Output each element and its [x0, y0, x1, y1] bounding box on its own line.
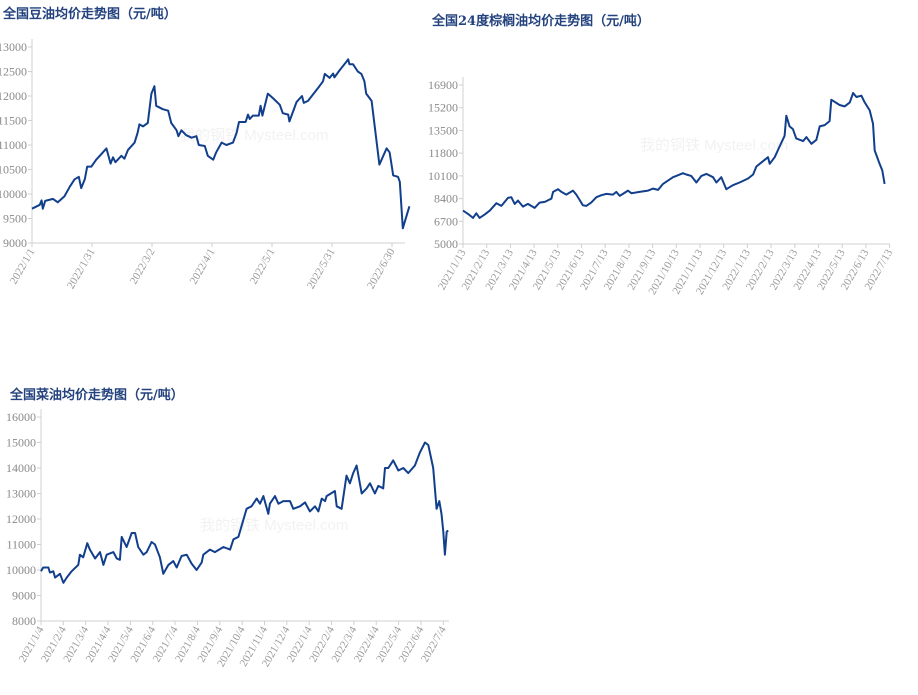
x-tick-label: 2022/4/1 — [188, 247, 218, 287]
y-tick-label: 11000 — [0, 138, 27, 152]
y-tick-label: 12000 — [0, 89, 27, 103]
y-tick-label: 10000 — [6, 563, 36, 577]
y-tick-label: 9500 — [3, 212, 27, 226]
x-tick-label: 2022/5/1 — [248, 247, 278, 287]
y-tick-label: 10500 — [0, 163, 27, 177]
y-tick-label: 13000 — [0, 40, 27, 54]
palm-oil-chart: 我的钢铁 Mysteel.com 5000 6700 8400 10100 11800 13… — [428, 77, 895, 297]
y-tick-label: 9000 — [3, 236, 27, 250]
y-tick-label: 9000 — [12, 589, 36, 603]
x-tick-label: 2022/5/31 — [305, 247, 338, 292]
x-tick-label: 2022/1/1 — [8, 247, 38, 287]
x-tick-label: 2022/3/2 — [128, 247, 158, 287]
series-line-soybean-oil — [31, 58, 411, 230]
y-tick-label: 13500 — [428, 123, 458, 137]
y-tick-label: 11800 — [428, 146, 458, 160]
watermark: 我的钢铁 Mysteel.com — [200, 517, 348, 534]
watermark: 我的钢铁 Mysteel.com — [180, 127, 328, 144]
y-tick-label: 10000 — [0, 187, 27, 201]
palm-oil-chart-title: 全国24度棕榈油均价走势图（元/吨） — [431, 13, 650, 29]
rapeseed-oil-chart-title: 全国菜油均价走势图（元/吨） — [9, 387, 184, 403]
soybean-oil-chart: 我的钢铁 Mysteel.com 9000 9500 10000 10500 11000 1… — [0, 39, 411, 292]
y-tick-label: 14000 — [6, 461, 36, 475]
y-tick-label: 11500 — [0, 114, 27, 128]
y-tick-label: 12500 — [0, 65, 27, 79]
y-tick-label: 11000 — [6, 538, 36, 552]
y-tick-label: 15200 — [428, 101, 458, 115]
series-line-rapeseed-oil — [40, 441, 449, 584]
y-tick-label: 10100 — [428, 169, 458, 183]
watermark: 我的钢铁 Mysteel.com — [640, 137, 788, 154]
rapeseed-oil-chart: 我的钢铁 Mysteel.com 8000 9000 10000 11000 12000 1… — [6, 409, 449, 669]
y-tick-label: 15000 — [6, 436, 36, 450]
soybean-oil-chart-title: 全国豆油均价走势图（元/吨） — [2, 6, 177, 22]
x-tick-label: 2022/1/31 — [65, 247, 98, 292]
y-tick-label: 13000 — [6, 487, 36, 501]
y-tick-label: 5000 — [434, 237, 458, 251]
series-line-palm-oil — [462, 92, 886, 219]
y-tick-label: 6700 — [434, 214, 458, 228]
y-tick-label: 12000 — [6, 512, 36, 526]
y-tick-label: 8400 — [434, 192, 458, 206]
x-tick-label: 2022/6/30 — [365, 246, 398, 291]
y-tick-label: 16000 — [6, 410, 36, 424]
y-tick-label: 16900 — [428, 78, 458, 92]
y-tick-label: 8000 — [12, 614, 36, 628]
